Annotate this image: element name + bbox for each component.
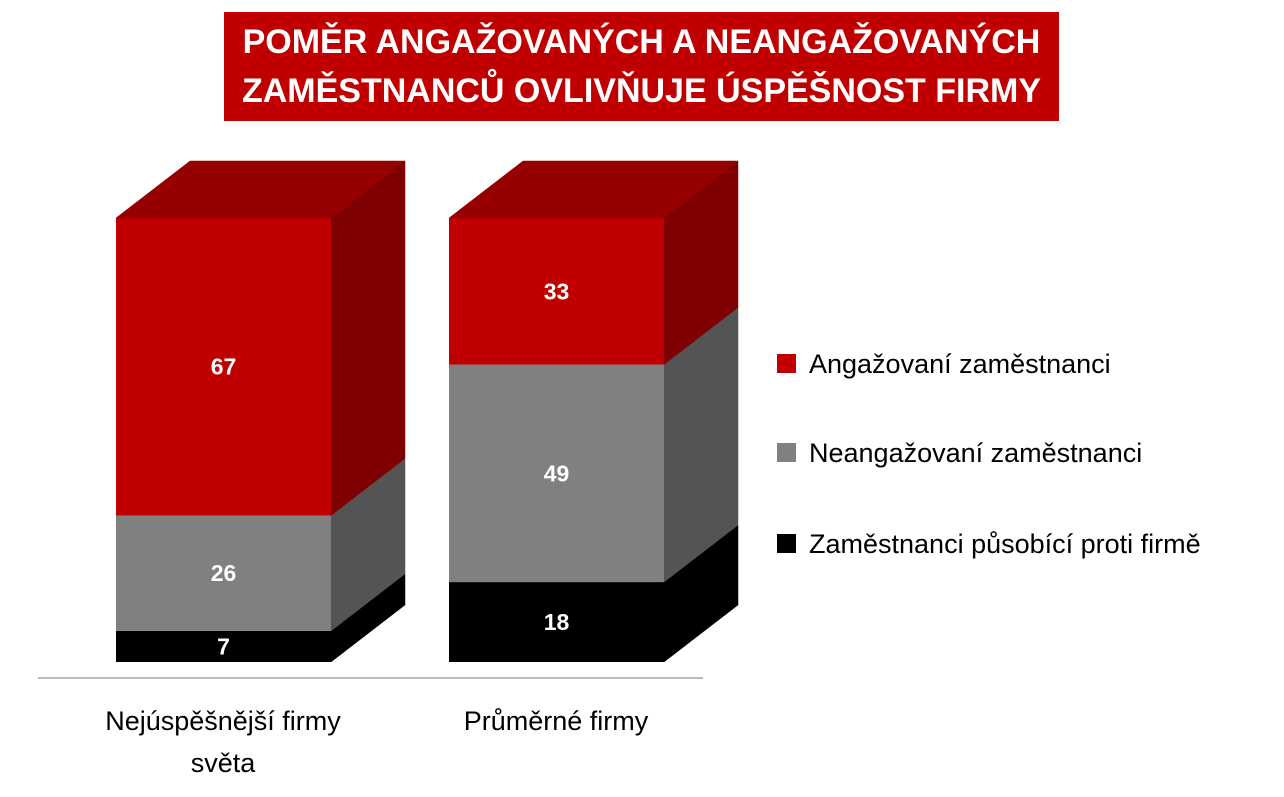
data-label-1-3: 67: [211, 354, 237, 380]
bar-segment-2-1: [449, 582, 664, 662]
legend-swatch-3: [777, 534, 796, 553]
data-label-1-1: 7: [217, 633, 230, 659]
data-label-1-2: 26: [211, 560, 237, 586]
legend-swatch-1: [777, 354, 796, 373]
bar-segment-2-3: [449, 218, 664, 365]
category-label-1-2: světa: [191, 748, 257, 778]
category-label-1-1: Nejúspěšnější firmy: [105, 706, 341, 736]
data-label-2-2: 49: [544, 460, 570, 486]
legend-swatch-2: [777, 443, 796, 462]
chart-title-line-1: POMĚR ANGAŽOVANÝCH A NEANGAŽOVANÝCH: [242, 23, 1041, 61]
data-label-2-3: 33: [544, 278, 570, 304]
data-label-2-1: 18: [544, 609, 570, 635]
bar-top-2: [448, 160, 739, 219]
bar-segment-1-1: [116, 630, 331, 662]
bar-side-1-3: [330, 160, 406, 516]
bar-segment-1-3: [116, 218, 331, 516]
category-label-2-1: Průměrné firmy: [464, 706, 649, 736]
bar-segment-1-2: [116, 515, 331, 631]
legend-label-1: Angažovaní zaměstnanci: [809, 349, 1111, 379]
chart-title-line-2: ZAMĚSTNANCŮ OVLIVŇUJE ÚSPĚŠNOST FIRMY: [241, 72, 1042, 110]
legend-label-2: Neangažovaní zaměstnanci: [809, 438, 1142, 468]
chart-title: POMĚR ANGAŽOVANÝCH A NEANGAŽOVANÝCH ZAMĚ…: [224, 12, 1059, 121]
bar-segment-2-2: [449, 364, 664, 583]
legend-label-3: Zaměstnanci působící proti firmě: [809, 529, 1201, 559]
bar-top-1: [115, 160, 406, 219]
